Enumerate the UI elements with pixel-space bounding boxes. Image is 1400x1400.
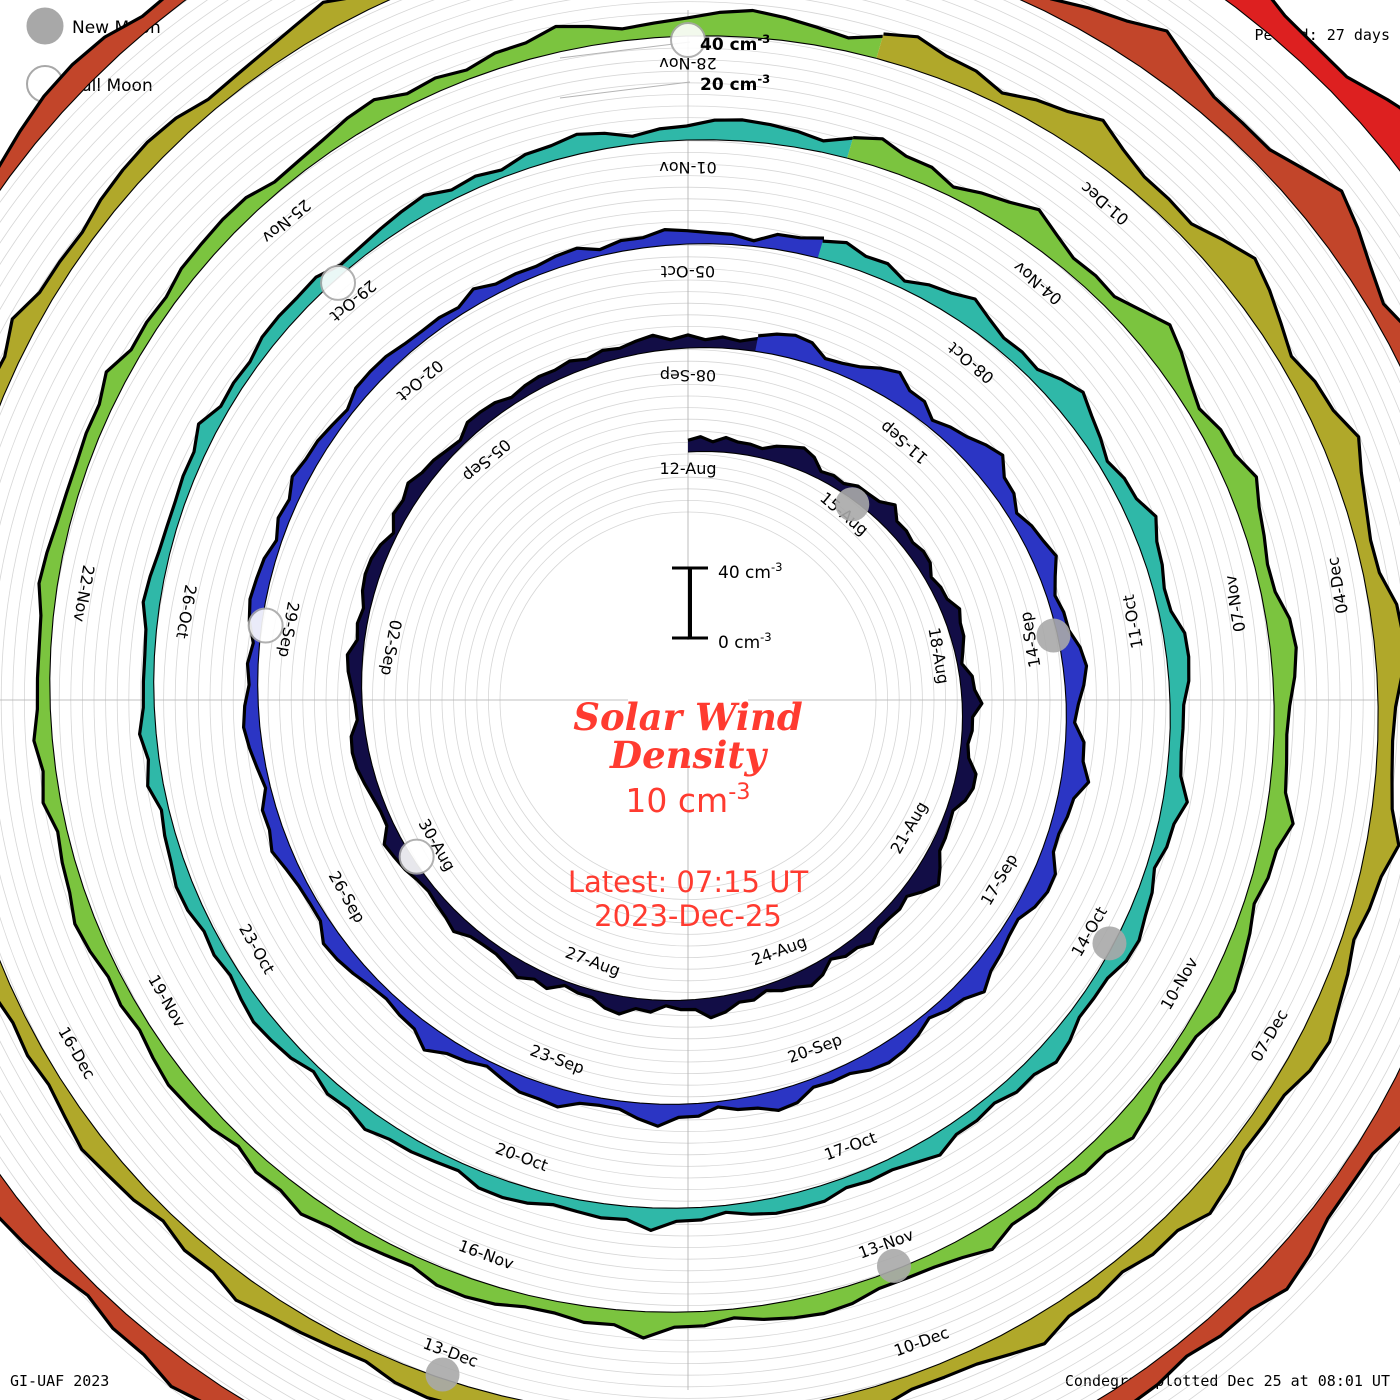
new-moon-marker — [425, 1357, 460, 1392]
spiral-date-label: 23-Sep — [528, 1041, 587, 1078]
rotation-trace — [345, 333, 984, 1020]
credit-label: GI-UAF 2023 — [10, 1372, 109, 1390]
new-moon-marker — [876, 1248, 911, 1283]
radial-axis-callouts: 40 cm-3 20 cm-3 — [700, 32, 770, 95]
new-moon-icon — [26, 7, 64, 45]
spiral-date-label: 23-Oct — [235, 921, 279, 977]
full-moon-marker — [320, 264, 357, 301]
spiral-moon-markers — [247, 22, 1127, 1392]
spiral-date-label: 18-Aug — [924, 626, 953, 685]
new-moon-marker — [835, 487, 870, 522]
full-moon-marker — [670, 22, 706, 58]
center-scale-bar: 40 cm-3 0 cm-3 — [672, 560, 782, 653]
full-moon-marker — [247, 607, 284, 644]
spiral-date-label: 10-Nov — [1157, 954, 1202, 1013]
spiral-date-label: 20-Oct — [493, 1139, 550, 1175]
spiral-date-label: 22-Nov — [70, 564, 99, 624]
axis-tick-20-label: 20 cm-3 — [700, 72, 770, 95]
scale-bar-top-label: 40 cm-3 — [718, 560, 782, 583]
chart-title-line1: Solar Wind — [573, 695, 803, 739]
spiral-date-label: 01-Dec — [1077, 178, 1133, 229]
new-moon-marker — [1092, 926, 1127, 961]
spiral-date-label: 04-Dec — [1323, 556, 1352, 616]
spiral-date-label: 08-Oct — [944, 338, 998, 387]
spiral-date-label: 12-Aug — [659, 459, 716, 478]
spiral-date-label: 01-Nov — [659, 158, 716, 177]
rotation-baseline — [361, 347, 964, 1001]
outer-tick-lines — [559, 41, 691, 99]
chart-units-label: 10 cm-3 — [625, 779, 750, 820]
rotation-baseline — [49, 35, 1275, 1313]
rotation-baseline — [1224, 0, 1400, 172]
rotation-baseline — [153, 139, 1171, 1209]
spiral-date-label: 05-Oct — [661, 262, 715, 281]
spiral-date-label: 28-Nov — [659, 54, 716, 73]
axis-tick-40-label: 40 cm-3 — [700, 32, 770, 55]
latest-date-label: 2023-Dec-25 — [594, 899, 782, 933]
spiral-date-label: 02-Oct — [393, 356, 447, 405]
spiral-date-label: 24-Aug — [749, 932, 809, 969]
spiral-date-label: 07-Nov — [1221, 574, 1250, 634]
spiral-date-label: 25-Nov — [258, 196, 314, 247]
spiral-date-label: 17-Sep — [977, 850, 1022, 908]
spiral-date-label: 07-Dec — [1247, 1006, 1292, 1065]
spiral-date-label: 27-Aug — [563, 943, 623, 980]
spiral-date-label: 17-Oct — [822, 1128, 879, 1164]
spiral-spokes — [0, 10, 1378, 1390]
rotation-trace — [138, 118, 1191, 1232]
spiral-date-label: 26-Oct — [172, 583, 200, 640]
latest-time-label: Latest: 07:15 UT — [568, 865, 809, 899]
rotation-baseline — [257, 243, 1067, 1105]
spiral-date-label: 26-Sep — [325, 868, 370, 926]
full-moon-marker — [398, 838, 435, 875]
center-title-block: Solar Wind Density 10 cm-3 Latest: 07:15… — [568, 695, 809, 933]
spiral-date-label: 16-Dec — [54, 1023, 99, 1082]
chart-title-line2: Density — [609, 733, 769, 777]
spiral-date-label: 08-Sep — [660, 366, 716, 385]
spiral-date-label: 11-Oct — [1119, 593, 1147, 650]
rotation-trace — [1270, 0, 1400, 110]
spiral-date-label: 20-Sep — [785, 1030, 844, 1067]
rotation-trace — [242, 228, 1091, 1128]
scale-bar-bottom-label: 0 cm-3 — [718, 630, 772, 653]
rotation-trace — [32, 8, 1298, 1340]
spiral-date-label: 19-Nov — [144, 971, 189, 1030]
new-moon-marker — [1036, 618, 1071, 653]
